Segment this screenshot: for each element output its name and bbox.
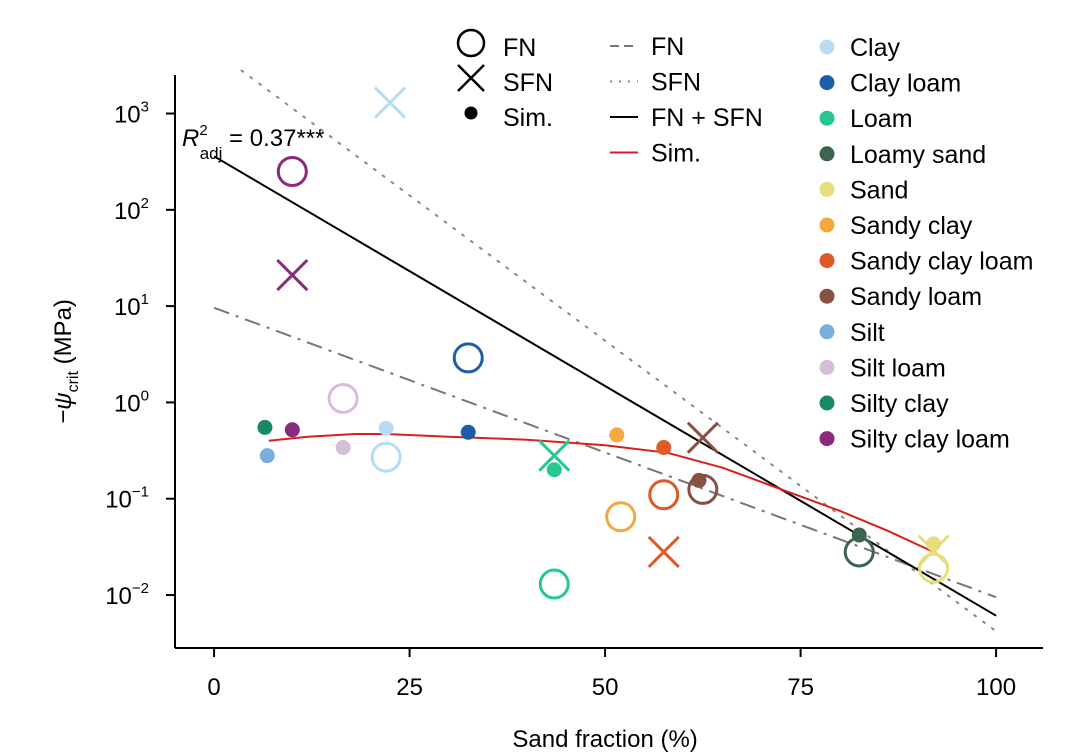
y-tick-label: 100 xyxy=(114,387,149,417)
sfn-point xyxy=(373,86,407,119)
legend-class-swatch xyxy=(819,181,835,197)
fn-point xyxy=(605,501,637,533)
legend-class-label: Silty clay xyxy=(850,390,949,418)
legend-class-label: Clay xyxy=(850,34,901,62)
sfn-point xyxy=(647,535,680,569)
legend-class-swatch xyxy=(819,146,835,162)
legend-class-label: Sandy clay xyxy=(850,212,973,240)
legend-line-label: SFN xyxy=(651,69,701,97)
y-tick-label: 103 xyxy=(114,99,149,129)
sim-point xyxy=(546,462,562,478)
legend-class-swatch xyxy=(819,431,835,447)
legend-class-label: Sandy loam xyxy=(850,283,982,311)
legend-class-swatch xyxy=(819,324,835,340)
legend-class-swatch xyxy=(819,110,835,126)
fn-point xyxy=(687,473,719,505)
fn-point xyxy=(918,552,950,584)
legend-line-label: FN xyxy=(651,33,684,61)
legend-line-label: Sim. xyxy=(651,140,701,168)
fn-point xyxy=(327,382,359,414)
legend-class-label: Silt xyxy=(850,319,885,347)
y-axis-title: −ψcrit (MPa) xyxy=(50,299,82,424)
legend-marker-label: Sim. xyxy=(503,104,553,132)
legend-class-label: Sand xyxy=(850,176,908,204)
sim-point xyxy=(378,420,394,436)
r2-annotation: R2 adj = 0.37*** xyxy=(182,122,324,163)
legend-class-label: Silt loam xyxy=(850,354,946,382)
legend-fn-marker xyxy=(456,28,486,58)
legend-marker-label: FN xyxy=(503,34,536,62)
legend-marker-label: SFN xyxy=(503,69,553,97)
legend-class-swatch xyxy=(819,253,835,269)
legend-sfn-marker xyxy=(457,64,485,92)
sfn-fit-line xyxy=(240,69,998,633)
x-tick-label: 100 xyxy=(976,674,1016,701)
sim-point xyxy=(257,419,273,435)
legend-class-label: Clay loam xyxy=(850,70,961,98)
legend-sim-marker xyxy=(464,106,478,120)
data-points xyxy=(257,86,950,600)
sim-point xyxy=(460,424,476,440)
sim-point xyxy=(609,427,625,443)
y-tick-label: 10−2 xyxy=(105,580,149,610)
legend-class-label: Silty clay loam xyxy=(850,426,1010,454)
x-tick-label: 0 xyxy=(207,674,220,701)
axes: 0 25 50 75 100 103 102 101 100 10−1 10−2 Sand fract… xyxy=(50,75,1043,753)
x-axis-title: Sand fraction (%) xyxy=(512,726,697,753)
y-tick-label: 102 xyxy=(114,195,149,225)
fn-point xyxy=(452,342,484,374)
fn-fit-line xyxy=(213,306,997,599)
sim-point xyxy=(335,440,351,456)
sfn-point xyxy=(686,421,719,454)
legend-class-label: Loam xyxy=(850,105,913,133)
legend-class-swatch xyxy=(819,75,835,91)
sim-point xyxy=(259,448,275,464)
sim-point xyxy=(656,440,672,456)
fn-point xyxy=(538,568,570,600)
legend: FN SFN Sim. FN SFN FN + SFN Sim. Clay Clay loam L… xyxy=(456,28,1033,454)
fn-point xyxy=(370,441,402,473)
legend-class-swatch xyxy=(819,39,835,55)
y-tick-label: 101 xyxy=(114,291,149,321)
legend-line-label: FN + SFN xyxy=(651,104,763,132)
fn-point xyxy=(648,479,680,511)
legend-class-label: Sandy clay loam xyxy=(850,248,1033,276)
legend-class-swatch xyxy=(819,288,835,304)
sim-fit-line xyxy=(268,433,934,553)
sim-point xyxy=(284,422,300,438)
fn-point xyxy=(843,536,875,568)
sfn-point xyxy=(276,259,309,292)
sfn-point xyxy=(917,534,950,567)
legend-class-swatch xyxy=(819,359,835,375)
x-tick-label: 25 xyxy=(396,674,423,701)
annotations: R2 adj = 0.37*** xyxy=(182,122,324,163)
sfn-point xyxy=(538,439,571,472)
legend-class-swatch xyxy=(819,217,835,233)
x-tick-label: 50 xyxy=(592,674,619,701)
fn-point xyxy=(276,156,308,188)
legend-class-label: Loamy sand xyxy=(850,141,986,169)
legend-class-swatch xyxy=(819,395,835,411)
x-tick-label: 75 xyxy=(787,674,814,701)
y-tick-label: 10−1 xyxy=(105,484,149,514)
